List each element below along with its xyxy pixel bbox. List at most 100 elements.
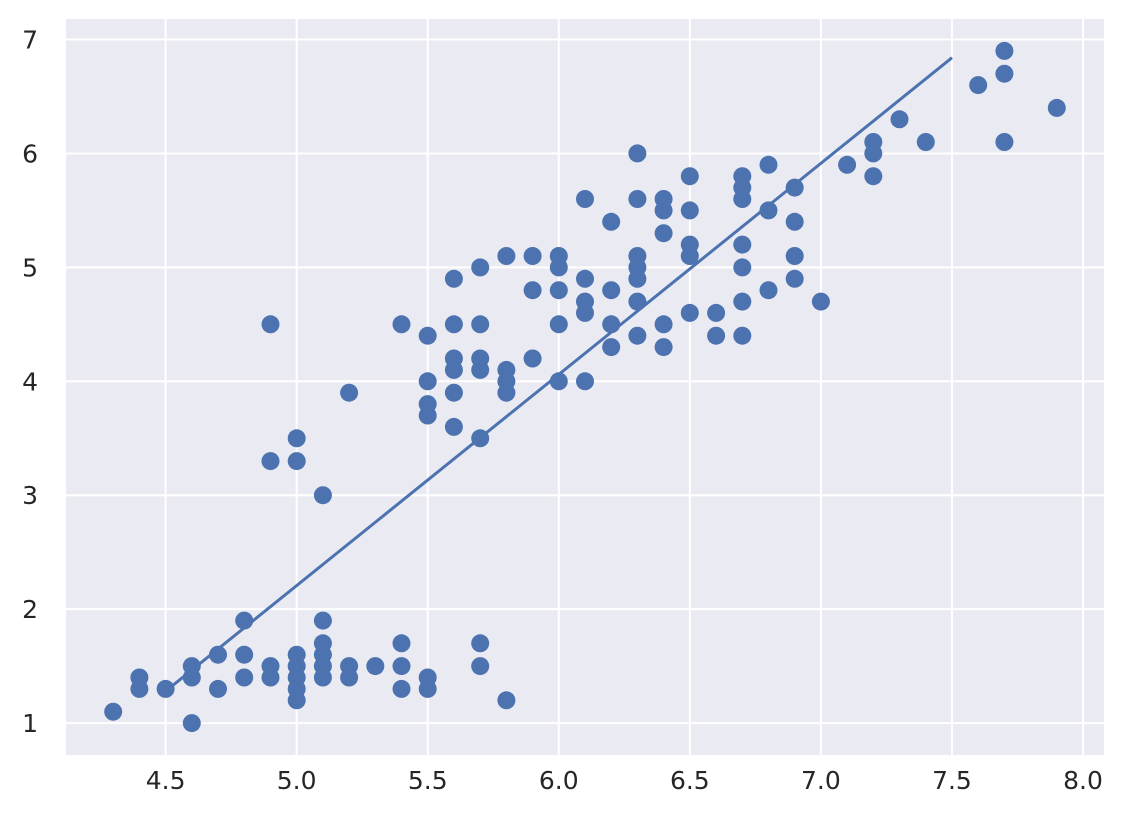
data-point xyxy=(261,657,280,676)
data-point xyxy=(471,634,490,653)
data-point xyxy=(497,247,516,265)
data-point xyxy=(313,611,332,630)
data-point xyxy=(628,326,647,345)
data-point xyxy=(602,212,621,231)
data-point xyxy=(811,292,830,311)
y-tick-label: 7 xyxy=(22,26,38,55)
data-point xyxy=(576,372,594,391)
data-point xyxy=(287,452,306,471)
scatter-points xyxy=(104,41,1066,733)
x-tick-label: 5.0 xyxy=(277,766,317,795)
data-point xyxy=(366,657,385,676)
y-tick-label: 3 xyxy=(22,481,38,510)
data-point xyxy=(261,315,280,334)
data-point xyxy=(497,691,516,710)
data-point xyxy=(733,258,752,277)
data-point xyxy=(602,315,621,334)
data-point xyxy=(759,281,778,300)
data-point xyxy=(707,303,726,322)
data-point xyxy=(471,429,490,448)
data-point xyxy=(654,224,673,243)
data-point xyxy=(680,303,699,322)
data-point xyxy=(707,326,726,345)
data-point xyxy=(785,212,804,231)
data-point xyxy=(680,201,699,220)
data-point xyxy=(523,281,542,300)
y-tick-label: 2 xyxy=(22,595,38,624)
data-point xyxy=(471,349,490,368)
data-point xyxy=(864,167,883,186)
y-tick-label: 5 xyxy=(22,253,38,282)
data-point xyxy=(313,486,332,505)
data-point xyxy=(418,326,437,345)
data-point xyxy=(916,133,935,151)
data-point xyxy=(759,201,778,220)
data-point xyxy=(182,657,201,676)
y-tick-label: 6 xyxy=(22,139,38,168)
data-point xyxy=(209,679,227,698)
x-tick-label: 7.0 xyxy=(801,766,841,795)
data-point xyxy=(602,338,621,357)
data-point xyxy=(995,41,1014,60)
data-point xyxy=(392,657,411,676)
data-point xyxy=(235,611,254,630)
data-point xyxy=(1047,98,1066,117)
y-gridlines xyxy=(66,38,1104,725)
data-point xyxy=(549,372,568,391)
x-tick-label: 8.0 xyxy=(1063,766,1103,795)
data-point xyxy=(182,714,201,733)
data-point xyxy=(838,155,857,174)
data-point xyxy=(654,190,673,208)
data-point xyxy=(235,645,254,664)
data-point xyxy=(418,668,437,687)
data-point xyxy=(576,269,594,288)
data-point xyxy=(340,383,359,402)
data-point xyxy=(995,64,1014,83)
y-axis-tick-labels: 1 2 3 4 5 6 7 xyxy=(22,26,38,739)
data-point xyxy=(995,133,1014,151)
data-point xyxy=(890,110,909,129)
data-point xyxy=(497,360,516,379)
x-tick-label: 6.0 xyxy=(539,766,579,795)
data-point xyxy=(549,315,568,334)
x-tick-label: 7.5 xyxy=(932,766,972,795)
data-point xyxy=(576,292,594,311)
data-point xyxy=(444,349,463,368)
data-point xyxy=(392,679,411,698)
data-point xyxy=(340,657,359,676)
data-point xyxy=(785,269,804,288)
data-point xyxy=(549,247,568,265)
data-point xyxy=(654,338,673,357)
y-tick-label: 4 xyxy=(22,367,38,396)
data-point xyxy=(733,167,752,186)
data-point xyxy=(864,133,883,151)
data-point xyxy=(628,247,647,265)
x-tick-label: 5.5 xyxy=(408,766,448,795)
data-point xyxy=(156,679,175,698)
data-point xyxy=(313,634,332,653)
data-point xyxy=(392,315,411,334)
data-point xyxy=(680,167,699,186)
data-point xyxy=(602,281,621,300)
data-point xyxy=(287,429,306,448)
data-point xyxy=(418,372,437,391)
data-point xyxy=(209,645,227,664)
data-point xyxy=(523,247,542,265)
data-point xyxy=(785,178,804,197)
data-point xyxy=(733,292,752,311)
data-point xyxy=(235,668,254,687)
data-point xyxy=(654,315,673,334)
data-point xyxy=(523,349,542,368)
data-point xyxy=(549,281,568,300)
data-point xyxy=(392,634,411,653)
data-point xyxy=(287,645,306,664)
data-point xyxy=(969,76,988,95)
data-point xyxy=(471,258,490,277)
data-point xyxy=(628,144,647,163)
data-point xyxy=(628,292,647,311)
data-point xyxy=(418,395,437,414)
data-point xyxy=(471,315,490,334)
data-point xyxy=(471,657,490,676)
data-point xyxy=(759,155,778,174)
data-point xyxy=(444,383,463,402)
